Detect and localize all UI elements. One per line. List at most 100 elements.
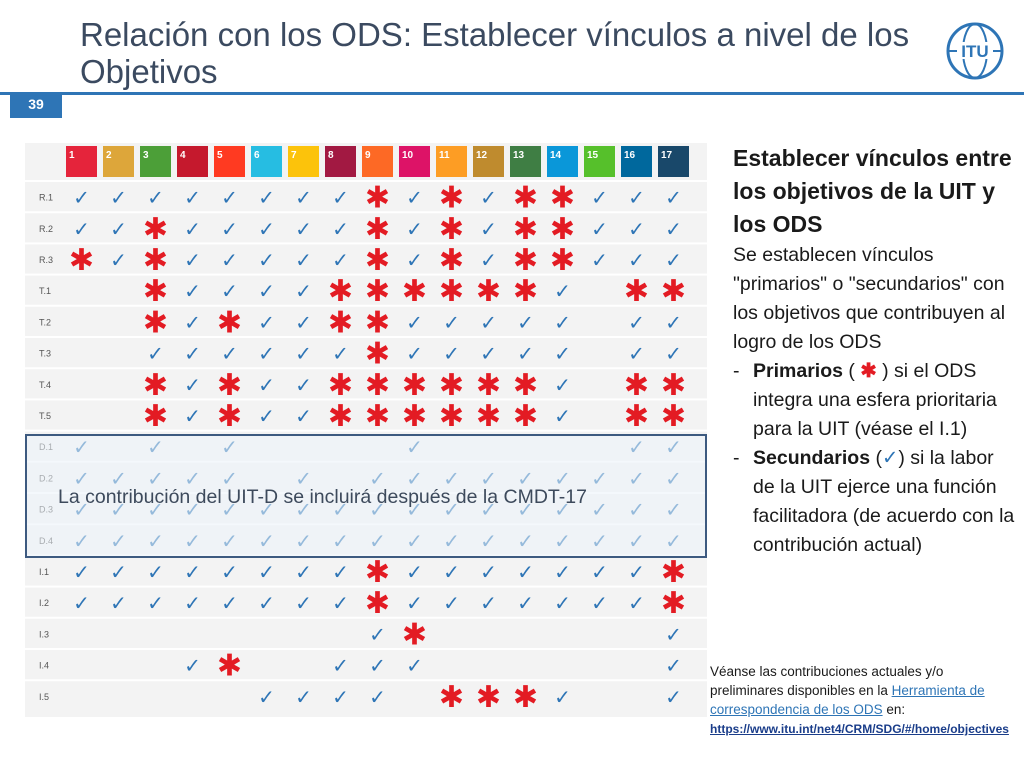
objectives-url-link[interactable]: https://www.itu.int/net4/CRM/SDG/#/home/…	[710, 722, 1009, 736]
secondary-link-mark: ✓	[480, 310, 497, 334]
secondary-link-mark: ✓	[332, 186, 349, 210]
secondary-link-mark: ✓	[73, 591, 90, 615]
primary-link-mark: ✱	[661, 368, 686, 403]
secondary-link-mark: ✓	[665, 310, 682, 334]
primary-link-mark: ✱	[439, 243, 464, 278]
sdg-number: 14	[550, 150, 562, 161]
secondary-link-mark: ✓	[110, 186, 127, 210]
primary-open: (	[842, 360, 861, 382]
sdg-tile-16: 16	[621, 146, 652, 177]
secondary-link-mark: ✓	[258, 186, 275, 210]
secondary-link-mark: ✓	[295, 560, 312, 584]
secondary-link-mark: ✓	[665, 186, 682, 210]
secondary-link-mark: ✓	[73, 217, 90, 241]
sdg-tile-2: 2	[103, 146, 134, 177]
secondary-link-item: - Secundarios (✓) si la labor de la UIT e…	[733, 444, 1018, 560]
primary-link-mark: ✱	[328, 368, 353, 403]
secondary-link-mark: ✓	[406, 217, 423, 241]
secondary-link-mark: ✓	[221, 186, 238, 210]
secondary-link-mark: ✓	[258, 217, 275, 241]
primary-link-mark: ✱	[439, 212, 464, 247]
matrix-row-label: T.3	[39, 349, 51, 359]
secondary-link-mark: ✓	[295, 248, 312, 272]
secondary-link-mark: ✓	[554, 685, 571, 709]
primary-link-mark: ✱	[476, 680, 501, 715]
secondary-link-mark: ✓	[147, 342, 164, 366]
secondary-link-mark: ✓	[184, 591, 201, 615]
matrix-row-label: I.2	[39, 598, 49, 608]
explanation-intro: Se establecen vínculos "primarios" o "se…	[733, 244, 1006, 353]
primary-link-item: - Primarios ( ✱ ) si el ODS integra una e…	[733, 357, 1018, 444]
secondary-link-mark: ✓	[332, 591, 349, 615]
secondary-link-mark: ✓	[147, 560, 164, 584]
primary-link-mark: ✱	[439, 680, 464, 715]
secondary-link-mark: ✓	[258, 310, 275, 334]
primary-link-mark: ✱	[661, 586, 686, 621]
itu-logo: ITU	[946, 22, 1004, 80]
secondary-open: (	[870, 447, 882, 469]
matrix-row-label: I.4	[39, 661, 49, 671]
secondary-link-mark: ✓	[221, 248, 238, 272]
sdg-tile-4: 4	[177, 146, 208, 177]
primary-link-mark: ✱	[661, 555, 686, 590]
matrix-row-label: T.4	[39, 380, 51, 390]
secondary-link-mark: ✓	[554, 373, 571, 397]
secondary-description: ) si la labor de la UIT ejerce una funci…	[753, 447, 1015, 556]
secondary-link-mark: ✓	[554, 591, 571, 615]
sdg-tile-14: 14	[547, 146, 578, 177]
primary-link-mark: ✱	[143, 274, 168, 309]
secondary-link-mark: ✓	[628, 248, 645, 272]
sdg-number: 13	[513, 150, 525, 161]
explanation-panel: Establecer vínculos entre los objetivos …	[733, 142, 1018, 560]
sdg-mapping-tool-link[interactable]: Herramienta de correspondencia de los OD…	[710, 683, 985, 717]
secondary-link-mark: ✓	[517, 310, 534, 334]
sdg-number: 3	[143, 150, 149, 161]
secondary-link-mark: ✓	[110, 217, 127, 241]
sdg-tile-7: 7	[288, 146, 319, 177]
primary-link-mark: ✱	[365, 555, 390, 590]
secondary-link-mark: ✓	[184, 248, 201, 272]
primary-link-mark: ✱	[476, 274, 501, 309]
secondary-link-mark: ✓	[332, 560, 349, 584]
matrix-row-label: T.2	[39, 317, 51, 327]
explanation-heading: Establecer vínculos entre los objetivos …	[733, 145, 1012, 237]
secondary-link-mark: ✓	[406, 248, 423, 272]
secondary-link-mark: ✓	[184, 217, 201, 241]
secondary-link-mark: ✓	[554, 560, 571, 584]
secondary-link-mark: ✓	[517, 342, 534, 366]
secondary-link-mark: ✓	[184, 186, 201, 210]
itu-d-highlight-box	[25, 434, 707, 558]
slide-title: Relación con los ODS: Establecer vínculo…	[80, 16, 910, 90]
primary-link-mark: ✱	[365, 243, 390, 278]
sdg-tile-11: 11	[436, 146, 467, 177]
secondary-link-mark: ✓	[147, 591, 164, 615]
primary-description: ) si el ODS integra una esfera prioritar…	[753, 360, 997, 440]
itu-logo-text: ITU	[961, 42, 988, 61]
primary-link-mark: ✱	[365, 337, 390, 372]
matrix-row-label: I.5	[39, 692, 49, 702]
primary-link-mark: ✱	[143, 243, 168, 278]
sdg-tile-12: 12	[473, 146, 504, 177]
matrix-row-label: R.2	[39, 224, 53, 234]
secondary-link-mark: ✓	[554, 310, 571, 334]
primary-label: Primarios	[753, 360, 843, 382]
secondary-link-mark: ✓	[147, 186, 164, 210]
secondary-link-mark: ✓	[443, 342, 460, 366]
secondary-link-mark: ✓	[628, 217, 645, 241]
secondary-link-mark: ✓	[480, 591, 497, 615]
sdg-tile-1: 1	[66, 146, 97, 177]
link-type-list: - Primarios ( ✱ ) si el ODS integra una e…	[733, 357, 1018, 560]
primary-link-mark: ✱	[365, 586, 390, 621]
sdg-tile-10: 10	[399, 146, 430, 177]
secondary-link-mark: ✓	[295, 404, 312, 428]
secondary-link-mark: ✓	[184, 373, 201, 397]
secondary-link-mark: ✓	[258, 685, 275, 709]
primary-link-mark: ✱	[217, 305, 242, 340]
note-text: Véanse las contribuciones actuales y/o p…	[710, 664, 944, 698]
primary-link-mark: ✱	[402, 617, 427, 652]
matrix-row-label: T.1	[39, 286, 51, 296]
secondary-link-mark: ✓	[184, 654, 201, 678]
primary-link-mark: ✱	[217, 649, 242, 684]
secondary-link-mark: ✓	[517, 560, 534, 584]
secondary-link-mark: ✓	[110, 560, 127, 584]
